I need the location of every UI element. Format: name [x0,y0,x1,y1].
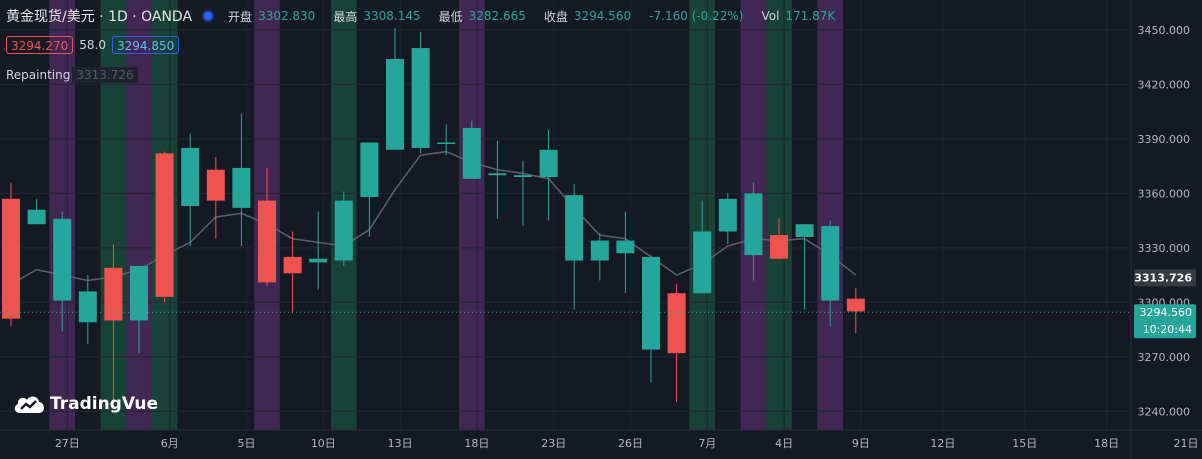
candle-body[interactable] [693,231,712,294]
time-tick-label: 18日 [464,437,489,450]
open-value: 3302.830 [258,9,316,23]
candle-body[interactable] [155,153,174,297]
change-value: -7.160 (-0.22%) [649,9,744,23]
close-value: 3294.560 [573,9,632,23]
candle-body[interactable] [130,265,148,321]
candle-body[interactable] [258,200,276,283]
candle-body[interactable] [821,226,840,301]
symbol-title[interactable]: 黄金现货/美元 · 1D · OANDA [6,9,193,25]
candle-body[interactable] [232,167,251,208]
time-tick-label: 21日 [1174,437,1199,450]
indicator-row: Repainting 3313.726 [6,67,138,83]
time-tick-label: 18日 [1094,437,1119,450]
price-tick-label: 3390.000 [1138,133,1191,146]
last-price-value: 3294.560 [1140,306,1193,319]
candle-body[interactable] [462,127,481,179]
candle-body[interactable] [846,298,865,312]
session-band [126,0,152,430]
candle-body[interactable] [386,58,404,150]
candle-body[interactable] [642,256,660,350]
time-tick-label: 10日 [311,437,336,450]
session-band [766,0,792,430]
candle-body[interactable] [78,291,97,323]
session-band [459,0,485,430]
indicator-badge-value: 3313.726 [1134,271,1192,284]
cloud-icon [14,396,44,413]
time-tick-label: 12日 [930,437,955,450]
vol-label: Vol [761,9,780,23]
candle-body[interactable] [488,173,507,176]
candle-body[interactable] [718,198,737,232]
candle-body[interactable] [795,224,814,237]
countdown-value: 10:20:44 [1143,323,1192,336]
candle-body[interactable] [411,48,430,148]
candle-body[interactable] [437,142,456,144]
candle-body[interactable] [539,149,558,177]
price-tick-label: 3360.000 [1138,187,1191,200]
indicator-label[interactable]: Repainting [6,68,71,82]
candle-body[interactable] [590,240,609,261]
time-tick-label: 23日 [541,437,566,450]
candle-body[interactable] [667,293,686,354]
price-tick-label: 3420.000 [1138,78,1191,91]
market-status-icon [202,10,215,22]
candle-body[interactable] [514,175,532,177]
time-tick-label: 5日 [238,437,256,450]
candle-body[interactable] [2,198,20,319]
time-tick-label: 6月 [161,437,179,450]
low-value: 3282.665 [468,9,526,23]
time-tick-label: 4日 [775,437,793,450]
time-tick-label: 27日 [55,437,80,450]
candle-body[interactable] [53,218,72,301]
high-label: 最高 [333,9,358,24]
last-price-badge [1134,304,1196,339]
buy-price-button[interactable]: 3294.850 [111,36,180,54]
price-tick-label: 3450.000 [1138,24,1191,37]
candle-body[interactable] [283,256,302,274]
moving-average-line [10,150,857,285]
candle-body[interactable] [181,147,200,207]
candle-body[interactable] [334,200,353,261]
candle-body[interactable] [770,235,788,259]
candle-body[interactable] [104,267,123,321]
indicator-badge [1134,269,1196,287]
candle-body[interactable] [744,193,763,256]
candle-body[interactable] [616,240,635,254]
indicator-value: 3313.726 [72,67,138,83]
candle-body[interactable] [565,195,584,261]
candle-body[interactable] [27,209,46,225]
quote-row: 3294.270 58.0 3294.850 [6,36,180,54]
legend: 黄金现货/美元 · 1D · OANDA 开盘 3302.830 最高 3308… [6,6,853,26]
price-tick-label: 3270.000 [1138,351,1191,364]
close-label: 收盘 [543,9,568,24]
open-label: 开盘 [228,9,253,24]
time-tick-label: 13日 [388,437,413,450]
time-tick-label: 26日 [618,437,643,450]
time-tick-label: 7月 [698,437,716,450]
time-tick-label: 9日 [852,437,870,450]
time-tick-label: 15日 [1012,437,1037,450]
low-label: 最低 [438,9,463,24]
spread-value: 58.0 [79,38,106,52]
high-value: 3308.145 [363,9,421,23]
price-tick-label: 3240.000 [1138,405,1191,418]
session-band [817,0,843,430]
sell-price-button[interactable]: 3294.270 [6,36,74,54]
logo[interactable]: TradingVue [12,393,158,415]
candle-body[interactable] [206,169,225,201]
logo-text: TradingVue [50,394,159,414]
candle-body[interactable] [309,258,328,263]
candle-body[interactable] [360,142,379,197]
price-tick-label: 3330.000 [1138,242,1191,255]
vol-value: 171.87K [785,9,836,23]
